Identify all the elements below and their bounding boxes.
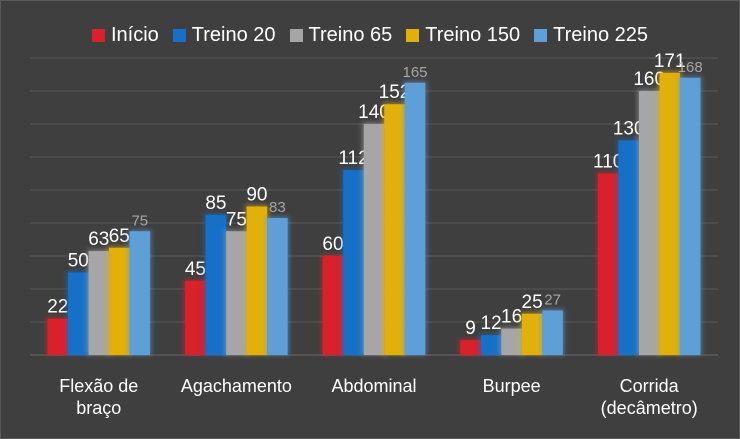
data-label: 171: [654, 51, 686, 72]
bar: [638, 91, 660, 355]
bar: [205, 214, 227, 355]
data-label: 75: [131, 212, 148, 229]
bar: [618, 140, 639, 355]
legend-label-inicio: Início: [110, 23, 159, 46]
bar: [542, 310, 563, 355]
bar: [501, 328, 522, 355]
category-label: Agachamento: [181, 376, 292, 396]
legend-item-treino-20: Treino 20: [172, 23, 276, 47]
bar: [363, 124, 385, 355]
legend-swatch-treino-20: [172, 28, 186, 42]
data-label: 9: [465, 318, 476, 339]
data-label: 60: [322, 234, 343, 255]
bar: [68, 272, 89, 355]
data-label: 85: [205, 193, 226, 214]
bar: [659, 72, 680, 355]
data-label: 45: [185, 259, 206, 280]
data-label: 25: [522, 292, 543, 313]
data-label: 160: [633, 69, 665, 90]
bar: [226, 231, 247, 355]
category-label: Flexão de braço: [59, 376, 138, 418]
bar: [404, 82, 426, 355]
legend: Início Treino 20 Treino 65 Treino 150 Tr…: [0, 20, 740, 50]
legend-label-treino-225: Treino 225: [553, 23, 649, 46]
data-label: 22: [47, 297, 68, 318]
data-label: 152: [379, 82, 411, 103]
data-label: 165: [402, 64, 427, 81]
data-label: 16: [501, 307, 522, 328]
data-label: 90: [246, 185, 267, 206]
legend-label-treino-150: Treino 150: [425, 23, 521, 46]
category-label: Burpee: [483, 376, 541, 396]
data-label: 27: [544, 291, 561, 308]
data-label: 83: [269, 199, 286, 216]
category-label-line: Agachamento: [181, 376, 292, 396]
bar: [246, 206, 268, 355]
legend-item-treino-150: Treino 150: [406, 24, 520, 47]
bar: [597, 173, 619, 355]
bar: [679, 77, 701, 356]
data-label: 168: [678, 59, 703, 76]
category-label: Abdominal: [331, 376, 416, 396]
legend-item-treino-225: Treino 225: [534, 24, 648, 47]
bar: [88, 251, 110, 355]
legend-label-treino-65: Treino 65: [308, 23, 393, 46]
bar: [129, 231, 151, 355]
legend-item-treino-65: Treino 65: [289, 23, 393, 47]
data-label: 65: [109, 226, 130, 247]
category-label-line: braço: [76, 398, 121, 418]
bar: [47, 318, 69, 355]
data-label: 140: [358, 102, 390, 123]
category-label-line: (decâmetro): [601, 398, 698, 418]
legend-swatch-inicio: [91, 28, 105, 42]
category-label-line: Burpee: [483, 376, 541, 396]
category-label-line: Abdominal: [331, 376, 416, 396]
bar: [460, 340, 481, 355]
bar: [267, 218, 288, 355]
data-label: 130: [613, 119, 645, 140]
data-label: 63: [88, 229, 109, 250]
data-label: 75: [226, 209, 247, 230]
bar: [343, 170, 364, 355]
data-label: 12: [481, 313, 502, 334]
legend-swatch-treino-65: [289, 28, 303, 42]
legend-label-treino-20: Treino 20: [191, 23, 276, 46]
category-label: Corrida (decâmetro): [601, 376, 698, 418]
data-label: 110: [593, 152, 623, 173]
data-label: 50: [68, 251, 89, 272]
bar: [480, 335, 502, 355]
bar: [185, 280, 206, 355]
bar: [521, 313, 543, 355]
legend-swatch-treino-225: [534, 28, 548, 42]
category-label-line: Flexão de: [59, 376, 138, 396]
category-label-line: Corrida: [620, 376, 680, 396]
legend-item-inicio: Início: [91, 23, 159, 47]
bar: [384, 104, 405, 355]
data-label: 112: [338, 148, 368, 169]
bar: [109, 247, 130, 355]
legend-swatch-treino-150: [406, 28, 420, 42]
bar: [322, 256, 344, 355]
